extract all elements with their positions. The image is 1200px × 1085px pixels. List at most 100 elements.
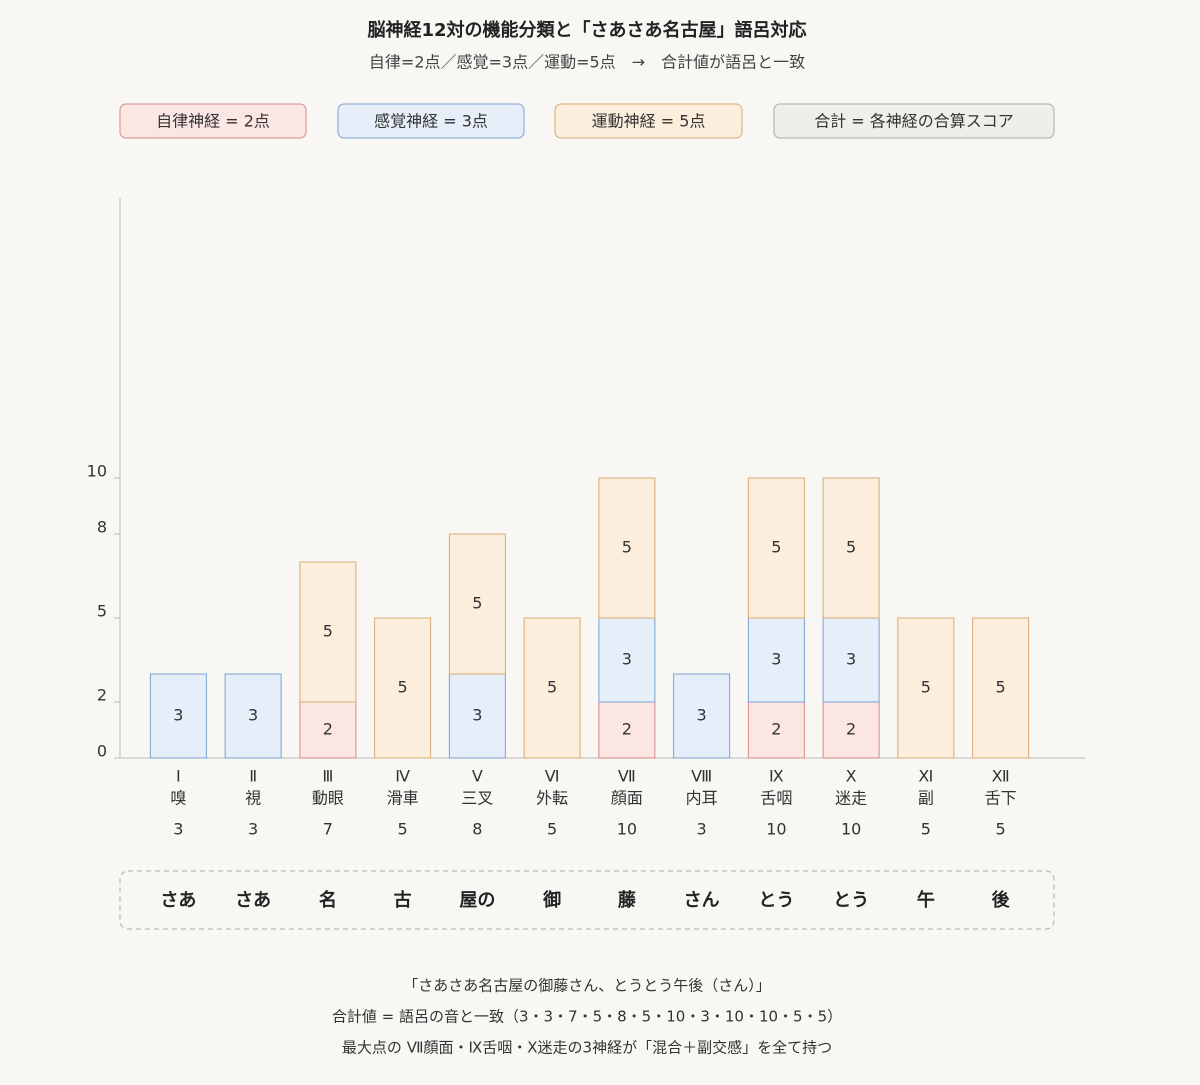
legend-label: 運動神経 = 5点 [592,112,706,131]
y-tick-label: 10 [87,462,107,481]
mnemonic-label: とう [758,890,794,911]
x-tick-label: Ⅳ [395,767,410,786]
total-label: 3 [248,820,258,839]
bar-value-label: 5 [398,678,408,697]
x-tick-name: 滑車 [387,789,419,808]
x-tick-label: Ⅱ [249,767,257,786]
x-tick-name: 内耳 [686,789,718,808]
bar-value-label: 3 [771,650,781,669]
bar-segment [523,617,581,759]
bar-value-label: 3 [697,706,707,725]
total-label: 10 [841,820,861,839]
legend-box [554,103,743,139]
mnemonic-label: さあ [235,890,271,911]
x-tick-name: 三叉 [461,789,493,808]
bar-value-label: 5 [622,538,632,557]
chart-subtitle: 自律=2点／感覚=3点／運動=5点 → 合計値が語呂と一致 [369,53,805,72]
x-tick-name: 外転 [536,789,568,808]
bar-segment [747,701,805,759]
x-tick-label: Ⅶ [618,767,636,786]
y-tick-label: 5 [97,602,107,621]
bar-value-label: 5 [323,622,333,641]
x-tick-name: 副 [918,789,934,808]
x-tick-name: 顔面 [611,789,643,808]
bar-segment [972,617,1030,759]
mnemonic-label: 藤 [618,889,637,911]
total-label: 7 [323,820,333,839]
bar-value-label: 2 [771,720,781,739]
bar-value-label: 3 [248,706,258,725]
bar-segment [598,701,656,759]
total-label: 5 [398,820,408,839]
bar-value-label: 3 [472,706,482,725]
mnemonic-box [119,870,1055,930]
footnote: 合計値 = 語呂の音と一致（3・3・7・5・8・5・10・3・10・10・5・5… [332,1008,842,1026]
bar-value-label: 3 [846,650,856,669]
bar-segment [673,673,731,759]
x-tick-name: 視 [245,789,261,808]
mnemonic-label: 古 [394,889,412,911]
bar-segment [448,673,506,759]
total-label: 10 [617,820,637,839]
bar-segment [822,617,880,703]
x-tick-name: 動眼 [312,789,344,808]
bar-segment [448,533,506,675]
bar-value-label: 2 [323,720,333,739]
bar-segment [299,701,357,759]
y-tick-label: 0 [97,742,107,761]
bar-segment [822,477,880,619]
chart-title: 脳神経12対の機能分類と「さあさあ名古屋」語呂対応 [367,19,806,41]
x-tick-name: 舌咽 [760,789,792,808]
bar-value-label: 5 [846,538,856,557]
x-tick-label: Ⅹ [846,767,857,786]
bar-segment [747,477,805,619]
bar-value-label: 5 [921,678,931,697]
total-label: 3 [173,820,183,839]
mnemonic-label: とう [833,890,869,911]
footnote: 「さあさあ名古屋の御藤さん、とうとう午後（さん）」 [403,977,771,995]
x-tick-name: 嗅 [170,789,186,808]
bar-segment [897,617,955,759]
y-tick-label: 2 [97,686,107,705]
x-tick-label: Ⅲ [322,767,333,786]
x-tick-name: 迷走 [835,789,867,808]
legend-label: 感覚神経 = 3点 [374,112,488,131]
bar-value-label: 3 [173,706,183,725]
x-tick-label: Ⅺ [918,767,933,786]
bar-value-label: 5 [547,678,557,697]
bar-value-label: 5 [996,678,1006,697]
total-label: 5 [996,820,1006,839]
x-tick-label: Ⅰ [176,767,181,786]
mnemonic-label: 屋の [459,890,495,911]
total-label: 10 [766,820,786,839]
legend-box [337,103,525,139]
bar-value-label: 5 [472,594,482,613]
legend-label: 合計 = 各神経の合算スコア [814,112,1014,131]
footnote: 最大点の Ⅶ顔面・Ⅸ舌咽・Ⅹ迷走の3神経が「混合＋副交感」を全て持つ [342,1039,832,1057]
legend-label: 自律神経 = 2点 [156,112,270,131]
x-tick-label: Ⅸ [769,767,784,786]
bar-value-label: 2 [846,720,856,739]
bar-value-label: 3 [622,650,632,669]
mnemonic-label: さあ [160,890,196,911]
x-tick-label: Ⅻ [992,767,1010,786]
bar-value-label: 5 [771,538,781,557]
bar-segment [747,617,805,703]
x-tick-label: Ⅴ [472,767,483,786]
mnemonic-label: 名 [319,889,337,911]
bar-segment [299,561,357,703]
mnemonic-label: 後 [992,889,1011,911]
total-label: 8 [472,820,482,839]
total-label: 5 [921,820,931,839]
y-tick-label: 8 [97,518,107,537]
total-label: 3 [697,820,707,839]
bar-segment [598,617,656,703]
total-label: 5 [547,820,557,839]
bar-segment [224,673,282,759]
mnemonic-label: 午 [917,889,935,911]
bar-value-label: 2 [622,720,632,739]
legend-box [119,103,307,139]
mnemonic-label: 御 [542,889,561,911]
